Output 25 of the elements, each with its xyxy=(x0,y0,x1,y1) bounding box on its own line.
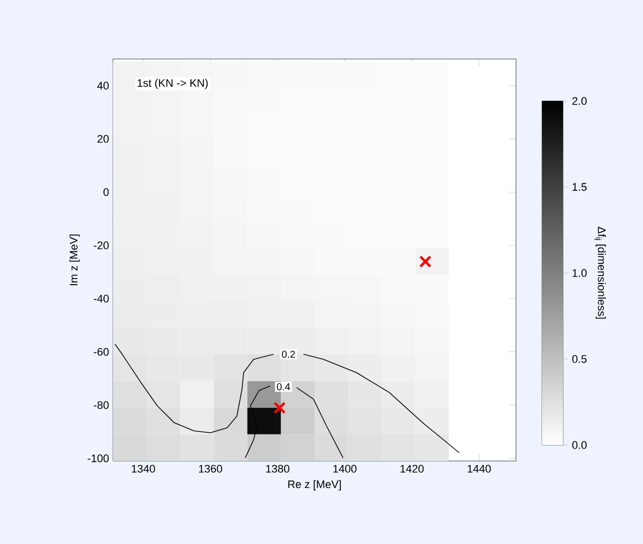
annotation: 1st (KN -> KN) xyxy=(138,78,208,89)
color-bar-label: 0.0 xyxy=(572,441,587,449)
color-bar-label: 2.0 xyxy=(572,97,587,105)
y-axis-title: Im z [MeV] xyxy=(70,234,80,286)
x-axis-title: Re z [MeV] xyxy=(288,480,341,490)
x-tick-label: 1420 xyxy=(400,464,424,473)
color-bar-title: Δf$_{ij}$ [dimensionless] xyxy=(594,226,606,319)
y-tick-label: -60 xyxy=(94,348,109,356)
color-bar-label: 1.0 xyxy=(572,269,587,277)
y-tick-label: -100 xyxy=(88,454,109,462)
x-tick-label: 1340 xyxy=(132,464,155,473)
y-tick-label: 0 xyxy=(103,188,109,196)
x-tick-label: 1440 xyxy=(468,464,491,473)
series-label: 0.2 xyxy=(282,350,295,358)
y-tick-label: -20 xyxy=(94,241,109,250)
x-tick-label: 1380 xyxy=(266,464,290,473)
x-tick-label: 1360 xyxy=(199,464,222,473)
x-tick-label: 1400 xyxy=(333,464,356,473)
y-tick-label: -80 xyxy=(94,401,109,409)
y-tick-label: 20 xyxy=(98,134,109,143)
color-bar-label: 0.5 xyxy=(572,355,587,363)
color-bar-label: 1.5 xyxy=(572,183,587,191)
series-label: 0.4 xyxy=(276,383,290,390)
y-tick-label: -40 xyxy=(94,294,109,302)
y-tick-label: 40 xyxy=(97,82,109,90)
